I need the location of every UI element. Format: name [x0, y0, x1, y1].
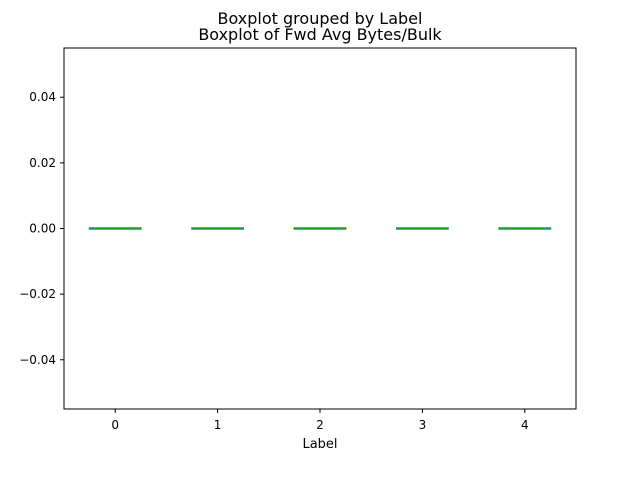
chart-suptitle: Boxplot grouped by Label: [218, 9, 423, 28]
x-tick-label: 0: [111, 418, 119, 432]
x-tick-label: 4: [521, 418, 529, 432]
x-tick-label: 1: [214, 418, 222, 432]
x-tick-label: 3: [419, 418, 427, 432]
plot-area: −0.04 −0.02 0.00 0.02 0.04 0 1 2 3 4: [19, 47, 577, 432]
x-tick-label: 2: [316, 418, 324, 432]
x-axis-label: Label: [302, 437, 337, 452]
y-tick-label: −0.02: [19, 287, 56, 301]
chart-title: Boxplot of Fwd Avg Bytes/Bulk: [198, 25, 442, 44]
y-tick-label: 0.04: [29, 90, 56, 104]
y-tick-label: 0.00: [29, 222, 56, 236]
y-tick-label: 0.02: [29, 156, 56, 170]
y-tick-label: −0.04: [19, 353, 56, 367]
